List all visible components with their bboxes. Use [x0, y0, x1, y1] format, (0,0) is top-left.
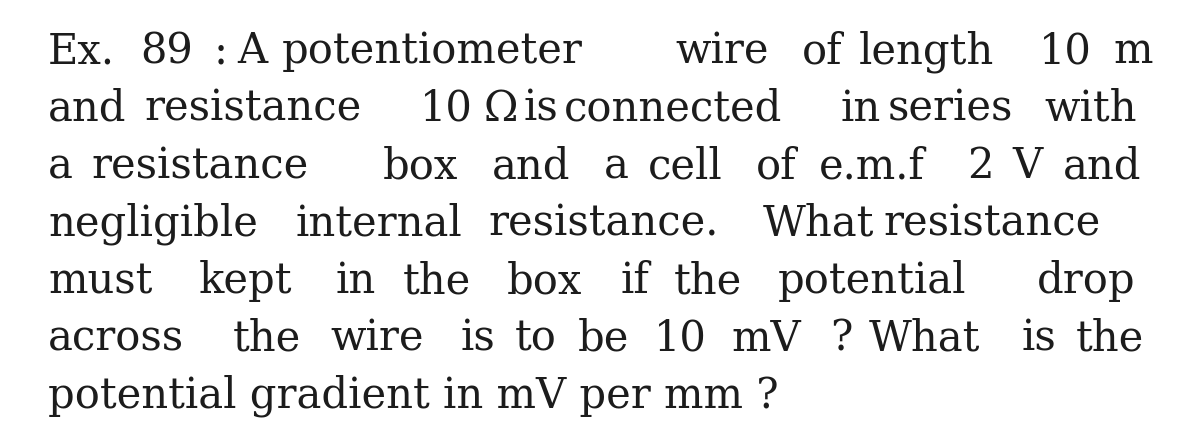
Text: A: A — [238, 30, 268, 72]
Text: be: be — [578, 317, 629, 359]
Text: resistance: resistance — [144, 88, 361, 130]
Text: :: : — [214, 30, 228, 72]
Text: potentiometer: potentiometer — [282, 30, 582, 72]
Text: drop: drop — [1037, 260, 1135, 302]
Text: 2: 2 — [967, 145, 994, 187]
Text: potential: potential — [778, 260, 966, 302]
Text: to: to — [515, 317, 557, 359]
Text: a: a — [605, 145, 629, 187]
Text: the: the — [1076, 317, 1144, 359]
Text: 10: 10 — [654, 317, 707, 359]
Text: and: and — [1063, 145, 1141, 187]
Text: resistance: resistance — [91, 145, 308, 187]
Text: connected: connected — [564, 88, 781, 130]
Text: cell: cell — [648, 145, 722, 187]
Text: the: the — [233, 317, 301, 359]
Text: and: and — [492, 145, 570, 187]
Text: with: with — [1045, 88, 1138, 130]
Text: across: across — [48, 317, 184, 359]
Text: What: What — [869, 317, 980, 359]
Text: is: is — [1021, 317, 1056, 359]
Text: the: the — [673, 260, 742, 302]
Text: resistance: resistance — [883, 202, 1100, 244]
Text: Ω: Ω — [484, 88, 518, 130]
Text: V: V — [1013, 145, 1043, 187]
Text: in: in — [335, 260, 376, 302]
Text: if: if — [620, 260, 649, 302]
Text: mV: mV — [731, 317, 800, 359]
Text: m: m — [1114, 30, 1152, 72]
Text: 10: 10 — [420, 88, 473, 130]
Text: box: box — [508, 260, 582, 302]
Text: is: is — [461, 317, 496, 359]
Text: series: series — [888, 88, 1013, 130]
Text: a: a — [48, 145, 73, 187]
Text: must: must — [48, 260, 152, 302]
Text: kept: kept — [199, 260, 292, 302]
Text: wire: wire — [676, 30, 769, 72]
Text: of: of — [756, 145, 796, 187]
Text: 10: 10 — [1039, 30, 1092, 72]
Text: and: and — [48, 88, 126, 130]
Text: What: What — [763, 202, 874, 244]
Text: 89: 89 — [140, 30, 193, 72]
Text: Ex.: Ex. — [48, 30, 115, 72]
Text: box: box — [383, 145, 458, 187]
Text: length: length — [859, 30, 995, 73]
Text: is: is — [523, 88, 558, 130]
Text: of: of — [802, 30, 842, 72]
Text: internal: internal — [296, 202, 463, 244]
Text: ?: ? — [830, 317, 853, 359]
Text: in: in — [840, 88, 881, 130]
Text: potential gradient in mV per mm ?: potential gradient in mV per mm ? — [48, 374, 779, 417]
Text: negligible: negligible — [48, 202, 258, 245]
Text: the: the — [403, 260, 472, 302]
Text: e.m.f: e.m.f — [820, 145, 925, 187]
Text: resistance.: resistance. — [488, 202, 719, 244]
Text: wire: wire — [330, 317, 424, 359]
